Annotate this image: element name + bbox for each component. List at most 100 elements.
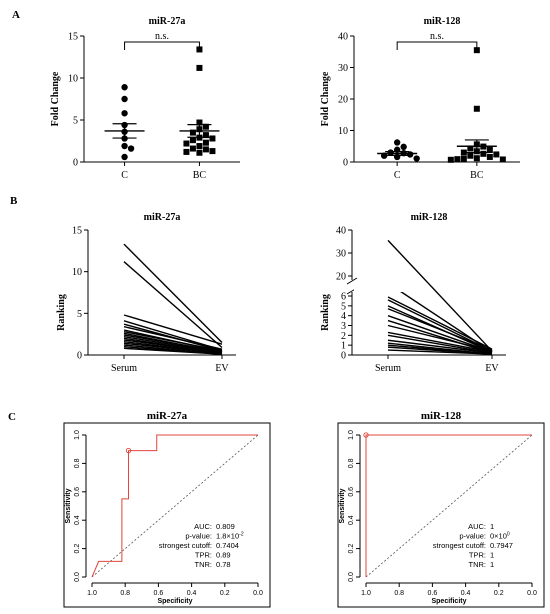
y-tick-label: 5 [77, 309, 82, 320]
series-line [387, 334, 493, 354]
data-point [209, 148, 216, 155]
series-line [123, 330, 223, 352]
panel-frame [337, 422, 545, 608]
x-tick-label: EV [215, 363, 229, 374]
series-line [123, 339, 223, 354]
data-point [121, 142, 128, 150]
chart-a1-mir27a-foldchange: miR-27a 0 5 10 15 Fold Change C BC n.s. [50, 16, 240, 181]
x-tick-label: EV [485, 363, 499, 374]
data-point [121, 95, 128, 103]
stat-value: 1 [490, 551, 494, 560]
roc-curve [365, 434, 532, 577]
y-tick-label: 5 [73, 116, 78, 127]
y-tick-label: 30 [336, 249, 346, 260]
x-tick-label: 0.2 [494, 590, 504, 597]
x-tick-label: BC [193, 170, 207, 181]
stat-value: 0×100 [490, 532, 510, 541]
stat-label: TPR: [195, 551, 212, 560]
x-tick-label: 0.0 [253, 590, 263, 597]
significance-label: n.s. [155, 31, 169, 42]
series-line [387, 296, 493, 350]
y-tick-label: 0 [343, 158, 348, 169]
stat-value: 1.8×10-2 [216, 532, 244, 541]
x-tick-label: C [394, 170, 401, 181]
stat-value: 0.78 [216, 560, 231, 569]
y-axis-label: Sensitivity [65, 488, 72, 523]
chart-title: miR-27a [149, 16, 186, 27]
data-point [460, 149, 467, 156]
y-tick-label: 0.4 [348, 515, 355, 525]
y-tick-label: 15 [72, 226, 82, 237]
stat-label: p-value: [185, 532, 212, 541]
data-point [196, 149, 203, 156]
data-point [486, 153, 493, 160]
x-tick-label: Serum [375, 363, 401, 374]
y-tick-label: 15 [68, 32, 78, 43]
stat-value-text: 0×10 [490, 532, 507, 541]
chart-a2-mir128-foldchange: miR-128 0 10 20 30 40 Fold Change C BC n.s. [320, 16, 520, 181]
significance-label: n.s. [430, 31, 444, 42]
x-tick-label: 0.4 [187, 590, 197, 597]
x-tick-label: 1.0 [361, 590, 371, 597]
stat-value: 1 [490, 522, 494, 531]
data-point [486, 147, 493, 154]
y-axis-label: Fold Change [50, 71, 61, 126]
data-point [202, 123, 209, 130]
chart-c1-mir27a-roc: miR-27a 0.0 0.2 0.4 0.6 0.8 1.0 1.0 0.8 0.6 0.4 0.2… [63, 410, 271, 608]
data-point [467, 152, 474, 159]
stat-label: strongest cutoff: [433, 541, 486, 550]
chart-title: miR-128 [424, 16, 461, 27]
data-point [473, 105, 480, 112]
y-tick-label: 1.0 [348, 430, 355, 440]
cutoff-point [125, 447, 132, 454]
panel-frame [63, 422, 271, 608]
x-tick-label: 0.6 [154, 590, 164, 597]
data-point [183, 148, 190, 155]
data-point [460, 155, 467, 162]
stat-value-text: 1.8×10 [216, 532, 239, 541]
data-point [447, 156, 454, 163]
y-tick-label: 40 [336, 226, 346, 237]
data-point [127, 145, 135, 152]
y-tick-label: 5 [341, 301, 346, 312]
x-tick-label: BC [470, 170, 484, 181]
data-point [189, 145, 196, 152]
series-line [123, 342, 223, 355]
x-axis-label: Specificity [431, 598, 466, 605]
stat-value-exponent: 0 [507, 532, 510, 538]
stat-label: TNR: [469, 560, 487, 569]
series-line [123, 314, 223, 345]
stat-value-text: 0.7947 [490, 541, 513, 550]
data-point [209, 135, 216, 142]
data-point [183, 140, 190, 147]
data-point [400, 143, 407, 151]
stat-label: TPR: [469, 551, 486, 560]
y-tick-label: 10 [338, 126, 348, 137]
panel-label-c: C [8, 411, 16, 423]
y-tick-label: 6 [341, 292, 346, 303]
y-tick-label: 20 [338, 95, 348, 106]
series-line [387, 324, 493, 352]
y-tick-label: 10 [72, 267, 82, 278]
y-tick-label: 0 [341, 351, 346, 362]
chart-title: miR-128 [421, 410, 462, 422]
chart-c2-mir128-roc: miR-128 0.0 0.2 0.4 0.6 0.8 1.0 1.0 0.8 0.6 0.4 0.2… [337, 410, 545, 608]
data-point [202, 132, 209, 139]
chart-title: miR-27a [147, 410, 188, 422]
y-tick-label: 0 [77, 351, 82, 362]
x-tick-label: 1.0 [87, 590, 97, 597]
x-tick-label: Serum [111, 363, 137, 374]
y-tick-label: 0 [73, 158, 78, 169]
y-tick-label: 40 [338, 32, 348, 43]
y-tick-label: 20 [336, 272, 346, 283]
data-point [189, 129, 196, 136]
data-point [202, 146, 209, 153]
stat-value-text: 0.78 [216, 560, 231, 569]
y-tick-label: 0.4 [74, 515, 81, 525]
data-point [393, 139, 401, 146]
y-tick-label: 2 [341, 331, 346, 342]
stat-label: AUC: [194, 522, 212, 531]
x-tick-label: 0.6 [428, 590, 438, 597]
x-tick-label: 0.8 [394, 590, 404, 597]
axis-break-gap [354, 282, 414, 292]
